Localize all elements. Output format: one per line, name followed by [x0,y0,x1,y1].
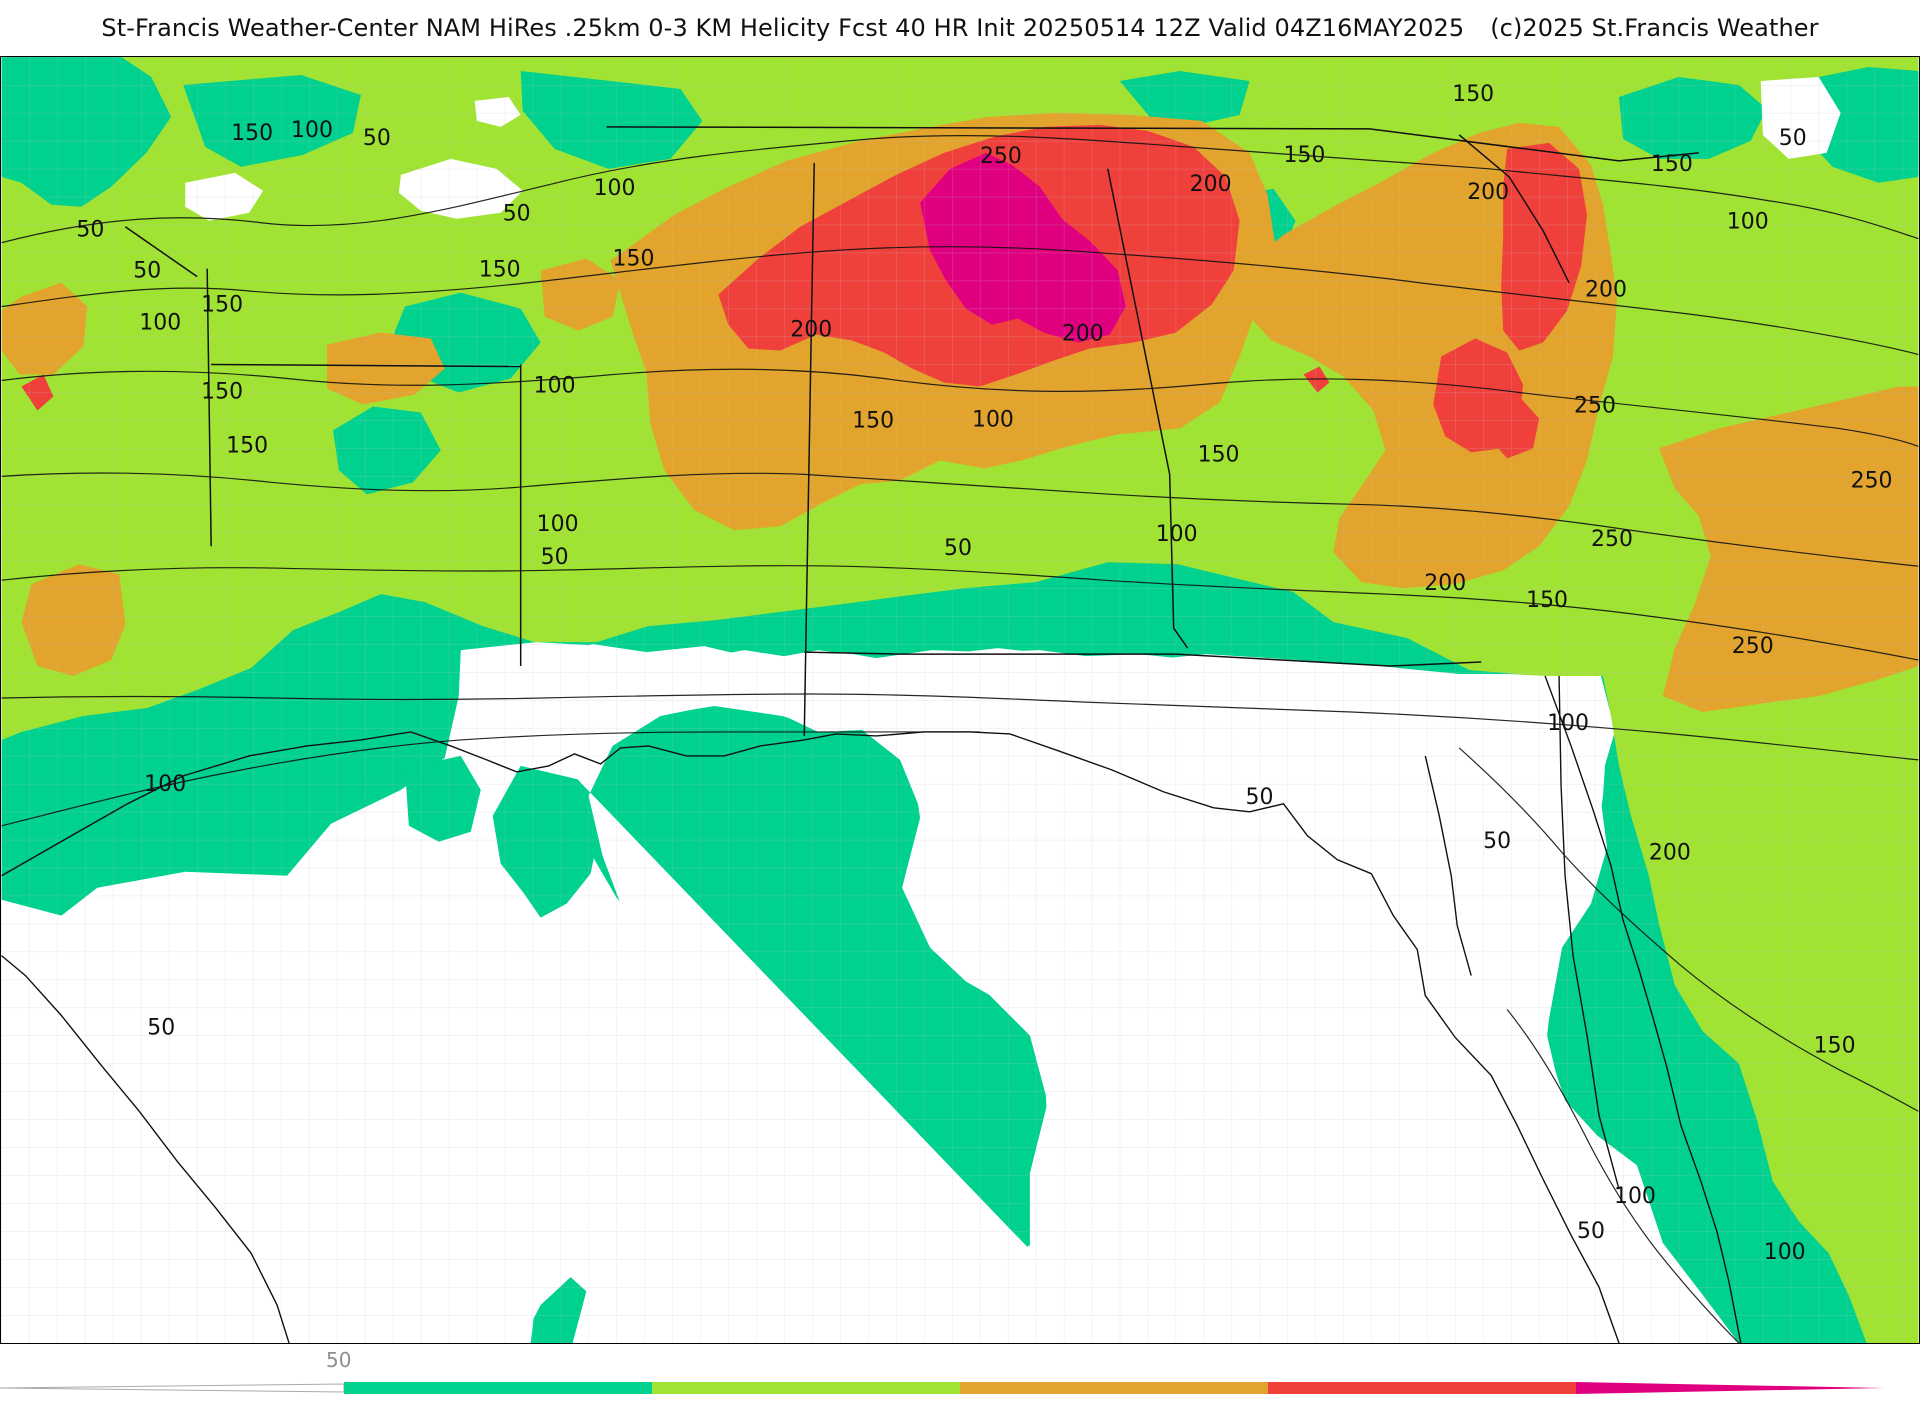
contour-label: 100 [534,373,576,398]
contour-label: 200 [1467,180,1509,205]
contour-label: 100 [972,407,1014,432]
contour-label: 100 [1764,1240,1806,1265]
contour-label: 150 [231,121,273,146]
helicity-map-svg: 150 100 50 50 50 100 150 150 150 50 100 150 150 100 10… [1,57,1919,1343]
contour-label: 250 [980,144,1022,169]
contour-label: 250 [1574,393,1616,418]
contour-label: 50 [503,202,531,227]
contour-label: 100 [1156,522,1198,547]
contour-label: 200 [1190,172,1232,197]
forecast-title: St-Francis Weather-Center NAM HiRes .25k… [101,14,1465,42]
contour-label: 50 [944,536,972,561]
color-scale-legend: 50 [0,1344,1920,1400]
contour-label: 200 [1424,571,1466,596]
contour-label: 50 [147,1015,175,1040]
contour-label: 50 [541,545,569,570]
contour-label: 250 [1591,527,1633,552]
contour-labels: 150 100 50 50 50 100 150 150 150 50 100 150 150 100 10… [76,82,1892,1265]
contour-label: 150 [201,379,243,404]
contour-label: 50 [1246,785,1274,810]
map-title: St-Francis Weather-Center NAM HiRes .25k… [0,0,1920,56]
contour-label: 150 [1283,143,1325,168]
helicity-map: 150 100 50 50 50 100 150 150 150 50 100 150 150 100 10… [0,56,1920,1344]
legend-orange-segment [960,1382,1268,1394]
county-boundaries [1,57,1919,1343]
contour-label: 100 [1547,711,1589,736]
contour-label: 50 [133,259,161,284]
contour-label: 150 [201,293,243,318]
legend-colorbar [0,1382,1884,1394]
contour-label: 150 [1651,152,1693,177]
state-boundaries [124,126,1699,736]
copyright-text: (c)2025 St.Francis Weather [1490,14,1819,42]
contour-label: 200 [1649,841,1691,866]
contour-label: 100 [537,512,579,537]
contour-label: 100 [594,176,636,201]
legend-lime-segment [652,1382,960,1394]
contour-label: 50 [1779,126,1807,151]
contour-label: 150 [479,258,521,283]
legend-tick-label: 50 [326,1348,352,1372]
contour-label: 50 [76,218,104,243]
contour-label: 150 [1198,442,1240,467]
contour-label: 150 [1452,82,1494,107]
legend-red-segment [1268,1382,1576,1394]
contour-label: 150 [226,433,268,458]
contour-label: 150 [852,408,894,433]
legend-magenta-segment [1576,1382,1884,1394]
contour-label: 100 [1727,210,1769,235]
contour-label: 250 [1732,634,1774,659]
helicity-contours [1,134,1919,1343]
contour-label: 100 [139,311,181,336]
contour-label: 50 [1483,829,1511,854]
legend-white-segment [0,1383,345,1393]
contour-label: 100 [1614,1184,1656,1209]
contour-label: 150 [613,247,655,272]
contour-label: 100 [291,118,333,143]
contour-label: 50 [1577,1219,1605,1244]
coastlines [1,675,1742,1343]
contour-label: 50 [363,126,391,151]
contour-label: 150 [1526,588,1568,613]
contour-label: 100 [144,772,186,797]
contour-label: 250 [1851,468,1893,493]
contour-label: 150 [1814,1033,1856,1058]
contour-label: 200 [1062,322,1104,347]
contour-label: 200 [1585,278,1627,303]
legend-green-segment [344,1382,652,1394]
contour-label: 200 [790,318,832,343]
